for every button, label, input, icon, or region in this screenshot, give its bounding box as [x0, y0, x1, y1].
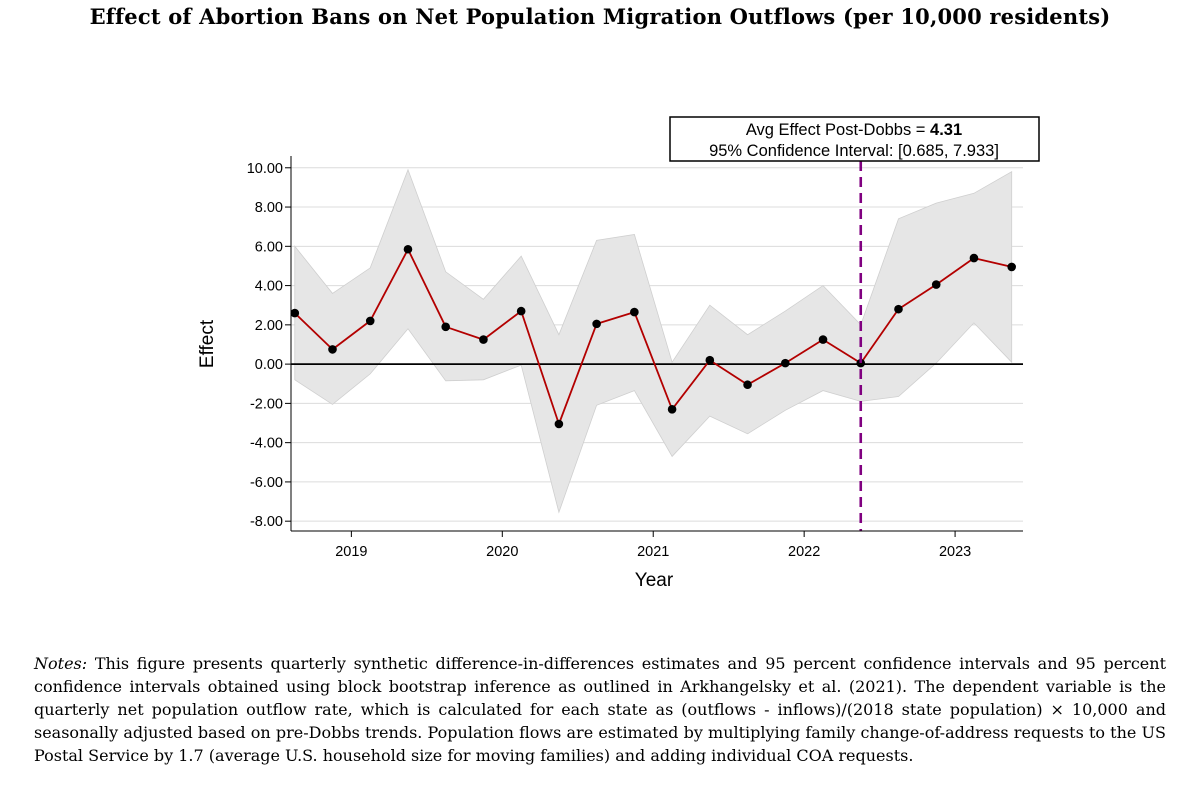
y-tick-label: -2.00: [250, 396, 283, 412]
annotation-line-1: Avg Effect Post-Dobbs = 4.31: [746, 121, 962, 139]
y-tick-label: 10.00: [247, 161, 283, 177]
notes-text: This figure presents quarterly synthetic…: [34, 654, 1166, 765]
effect-point: [780, 358, 790, 368]
x-tick-label: 2019: [335, 544, 367, 560]
effect-point: [969, 253, 979, 263]
tick-marks: [285, 167, 956, 537]
effect-point: [705, 355, 715, 365]
effect-point: [290, 308, 300, 318]
y-tick-label: 2.00: [255, 318, 283, 334]
effect-point: [667, 404, 677, 414]
effect-point: [554, 419, 564, 429]
chart: -8.00 -6.00 -4.00 -2.00 0.00 2.00 4.00 6.00 8.00…: [197, 116, 1040, 591]
effect-point: [592, 319, 601, 329]
effect-point: [365, 316, 375, 326]
effect-point: [441, 322, 451, 332]
figure-title: Effect of Abortion Bans on Net Populatio…: [89, 4, 1111, 29]
y-tick-label: -6.00: [250, 475, 283, 491]
confidence-band: [294, 168, 1013, 514]
effect-series-line: [294, 248, 1012, 425]
y-tick-label: -8.00: [250, 514, 283, 530]
y-tick-labels: -8.00 -6.00 -4.00 -2.00 0.00 2.00 4.00 6.00 8.00…: [247, 161, 283, 530]
effect-point: [818, 335, 828, 344]
y-tick-label: 0.00: [255, 357, 283, 373]
y-tick-label: 8.00: [255, 200, 283, 216]
effect-point: [1007, 262, 1016, 272]
effect-point: [403, 244, 413, 254]
annotation-box: Avg Effect Post-Dobbs = 4.31 95% Confide…: [669, 116, 1040, 162]
y-tick-label: -4.00: [250, 436, 283, 452]
effect-point: [743, 380, 752, 390]
x-tick-labels: 2019 2020 2021 2022 2023: [335, 544, 971, 560]
y-axis-label: Effect: [197, 319, 218, 368]
effect-point: [894, 304, 903, 314]
effect-point: [516, 306, 526, 316]
effect-point: [328, 345, 337, 354]
effect-point: [479, 335, 488, 344]
effect-points: [290, 244, 1016, 429]
y-tick-label: 4.00: [255, 279, 283, 295]
effect-point: [856, 358, 866, 368]
x-axis-label: Year: [635, 570, 674, 591]
y-tick-label: 6.00: [255, 239, 283, 255]
figure-notes: Notes: This figure presents quarterly sy…: [34, 652, 1166, 767]
notes-label: Notes:: [34, 654, 88, 673]
x-tick-label: 2021: [637, 544, 669, 560]
effect-point: [931, 280, 941, 289]
annotation-line-2: 95% Confidence Interval: [0.685, 7.933]: [709, 142, 999, 160]
x-tick-label: 2020: [486, 544, 518, 560]
x-tick-label: 2022: [788, 544, 820, 560]
effect-point: [630, 307, 639, 317]
x-tick-label: 2023: [939, 544, 971, 560]
